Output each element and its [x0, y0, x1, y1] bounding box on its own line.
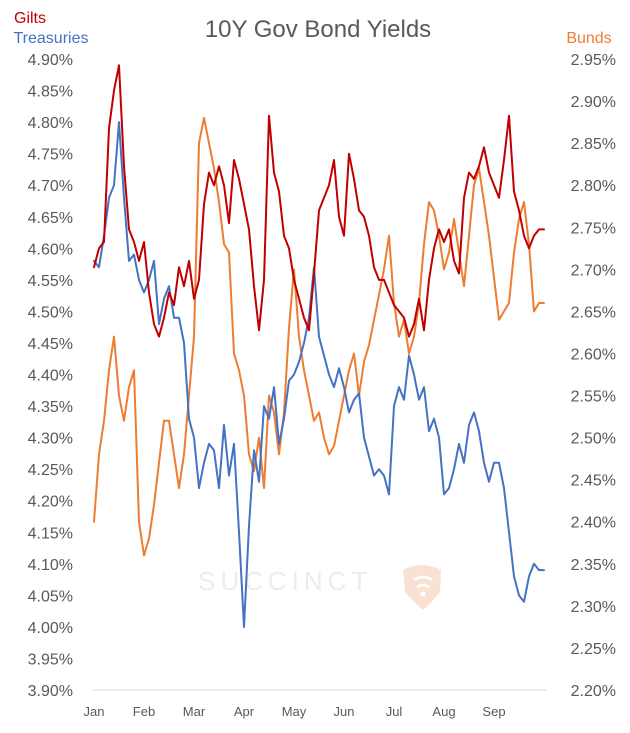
x-tick-label: Feb: [133, 704, 155, 719]
series-line-bunds: [93, 116, 545, 557]
right-axis-label-bunds: Bunds: [566, 30, 611, 47]
right-tick-label: 2.55%: [571, 389, 616, 406]
right-tick-label: 2.95%: [571, 52, 616, 69]
right-tick-label: 2.80%: [571, 178, 616, 195]
left-tick-label: 4.55%: [28, 273, 73, 290]
left-tick-label: 4.20%: [28, 494, 73, 511]
right-tick-label: 2.20%: [571, 683, 616, 700]
right-tick-label: 2.50%: [571, 431, 616, 448]
right-tick-label: 2.60%: [571, 346, 616, 363]
left-axis-label-gilts: Gilts: [14, 10, 46, 27]
right-tick-label: 2.35%: [571, 557, 616, 574]
left-tick-label: 4.30%: [28, 431, 73, 448]
x-tick-label: Sep: [482, 704, 505, 719]
left-tick-label: 4.00%: [28, 620, 73, 637]
left-tick-label: 4.05%: [28, 588, 73, 605]
right-tick-label: 2.85%: [571, 136, 616, 153]
series-layer: [93, 64, 545, 628]
right-axis-ticks: 2.95% 2.90% 2.85% 2.80% 2.75% 2.70% 2.65% 2.60%…: [571, 52, 616, 700]
left-axis-ticks: 4.90% 4.85% 4.80% 4.75% 4.70% 4.65% 4.60% 4.55%…: [28, 52, 73, 700]
right-tick-label: 2.75%: [571, 220, 616, 237]
x-tick-label: Jan: [84, 704, 105, 719]
left-tick-label: 4.50%: [28, 304, 73, 321]
x-tick-label: Apr: [234, 704, 255, 719]
left-tick-label: 4.80%: [28, 115, 73, 132]
x-tick-label: Jul: [386, 704, 403, 719]
series-line-gilts: [93, 64, 545, 338]
watermark-text: SUCCINCT: [198, 566, 372, 596]
chart-title: 10Y Gov Bond Yields: [205, 16, 431, 43]
left-tick-label: 4.60%: [28, 241, 73, 258]
left-tick-label: 4.15%: [28, 525, 73, 542]
right-tick-label: 2.70%: [571, 262, 616, 279]
left-tick-label: 4.45%: [28, 336, 73, 353]
right-tick-label: 2.65%: [571, 304, 616, 321]
left-tick-label: 4.90%: [28, 52, 73, 69]
right-tick-label: 2.25%: [571, 641, 616, 658]
left-tick-label: 4.40%: [28, 368, 73, 385]
left-tick-label: 4.65%: [28, 210, 73, 227]
x-tick-label: Jun: [334, 704, 355, 719]
left-tick-label: 4.85%: [28, 84, 73, 101]
left-tick-label: 3.95%: [28, 651, 73, 668]
right-tick-label: 2.45%: [571, 473, 616, 490]
left-tick-label: 4.75%: [28, 147, 73, 164]
left-axis-label-treasuries: Treasuries: [14, 30, 89, 47]
right-tick-label: 2.30%: [571, 599, 616, 616]
series-line-treasuries: [93, 121, 545, 628]
x-tick-label: May: [282, 704, 307, 719]
x-tick-label: Mar: [183, 704, 206, 719]
left-tick-label: 4.10%: [28, 557, 73, 574]
left-tick-label: 4.25%: [28, 462, 73, 479]
right-tick-label: 2.90%: [571, 94, 616, 111]
left-tick-label: 4.35%: [28, 399, 73, 416]
x-axis-ticks: Jan Feb Mar Apr May Jun Jul Aug Sep: [84, 704, 506, 719]
left-tick-label: 4.70%: [28, 178, 73, 195]
left-tick-label: 3.90%: [28, 683, 73, 700]
x-tick-label: Aug: [432, 704, 455, 719]
right-tick-label: 2.40%: [571, 515, 616, 532]
watermark-logo: [403, 565, 441, 610]
